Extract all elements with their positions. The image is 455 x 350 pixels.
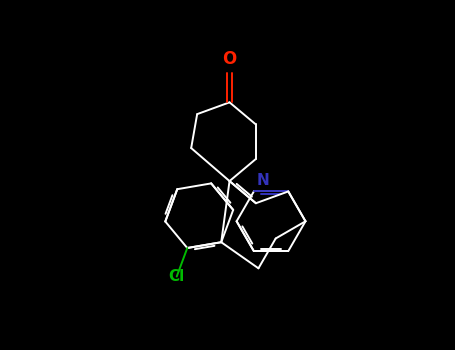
Text: Cl: Cl	[169, 269, 185, 284]
Text: O: O	[222, 50, 237, 68]
Text: N: N	[257, 173, 270, 188]
